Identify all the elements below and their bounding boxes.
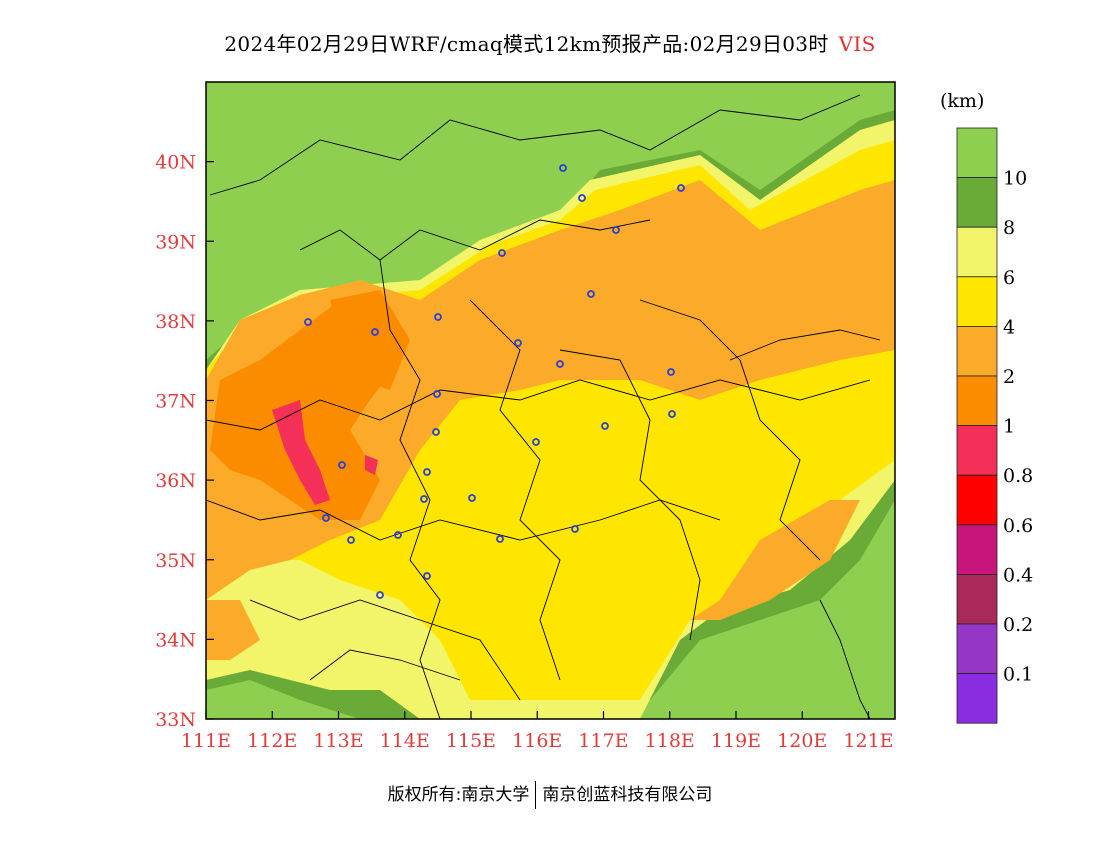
colorbar-swatch xyxy=(956,673,998,724)
x-tick-label: 118E xyxy=(645,730,695,752)
city-marker xyxy=(432,428,440,436)
city-marker xyxy=(514,339,522,347)
city-marker xyxy=(394,531,402,539)
colorbar: 10 8 6 4 2 1 0.8 0.6 0.4 0.2 0.1 xyxy=(956,127,1033,724)
colorbar-label: 1 xyxy=(1003,416,1015,438)
colorbar-swatch xyxy=(956,425,998,476)
city-marker xyxy=(423,468,431,476)
colorbar-label: 0.1 xyxy=(1003,664,1033,686)
x-tick-label: 116E xyxy=(512,730,562,752)
y-tick-label: 37N xyxy=(155,391,196,413)
city-marker xyxy=(371,328,379,336)
y-axis: 33N 34N 35N 36N 37N 38N 39N 40N xyxy=(155,152,214,731)
city-marker xyxy=(532,438,540,446)
city-marker xyxy=(556,360,564,368)
colorbar-swatch xyxy=(956,574,998,625)
y-tick-label: 39N xyxy=(155,231,196,253)
city-marker xyxy=(423,572,431,580)
city-marker xyxy=(304,318,312,326)
x-axis: 111E 112E 113E 114E 115E 116E 117E 118E 119E 120E… xyxy=(181,711,894,752)
legend-unit: (km) xyxy=(940,90,985,112)
colorbar-label: 0.6 xyxy=(1003,515,1033,537)
colorbar-swatch xyxy=(956,623,998,674)
colorbar-swatch xyxy=(956,127,998,178)
x-tick-label: 120E xyxy=(777,730,827,752)
y-tick-label: 38N xyxy=(155,311,196,333)
y-tick-label: 35N xyxy=(155,550,196,572)
footer-divider xyxy=(535,781,537,809)
city-markers xyxy=(304,164,685,599)
x-tick-label: 113E xyxy=(313,730,363,752)
city-marker xyxy=(571,525,579,533)
x-tick-label: 117E xyxy=(578,730,628,752)
colorbar-label: 10 xyxy=(1003,168,1027,190)
city-marker xyxy=(612,226,620,234)
x-tick-label: 112E xyxy=(247,730,297,752)
colorbar-label: 2 xyxy=(1003,366,1015,388)
city-marker xyxy=(338,461,346,469)
colorbar-swatch xyxy=(956,276,998,327)
visibility-field xyxy=(206,82,895,719)
city-marker xyxy=(559,164,567,172)
city-marker xyxy=(578,194,586,202)
colorbar-swatch xyxy=(956,226,998,278)
copyright-footer: 版权所有:南京大学 南京创蓝科技有限公司 xyxy=(0,780,1100,809)
city-marker xyxy=(496,535,504,543)
city-marker xyxy=(434,313,442,321)
city-marker xyxy=(587,290,595,298)
city-marker xyxy=(498,249,506,257)
chart-title: 2024年02月29日WRF/cmaq模式12km预报产品:02月29日03时 V… xyxy=(0,28,1100,57)
y-tick-label: 34N xyxy=(155,629,196,651)
city-marker xyxy=(667,368,675,376)
city-marker xyxy=(668,410,676,418)
colorbar-label: 8 xyxy=(1003,217,1015,239)
x-tick-label: 121E xyxy=(843,730,893,752)
colorbar-swatch xyxy=(956,325,998,377)
city-marker xyxy=(677,184,685,192)
colorbar-label: 0.4 xyxy=(1003,564,1033,586)
city-marker xyxy=(376,591,384,599)
variable-label: VIS xyxy=(838,32,876,56)
y-tick-label: 36N xyxy=(155,470,196,492)
colorbar-swatch xyxy=(956,524,998,575)
colorbar-swatch xyxy=(956,474,998,526)
city-marker xyxy=(420,495,428,503)
city-marker xyxy=(468,494,476,502)
city-marker xyxy=(347,536,355,544)
copyright-right: 南京创蓝科技有限公司 xyxy=(542,785,713,805)
city-marker xyxy=(601,422,609,430)
colorbar-label: 4 xyxy=(1003,316,1015,338)
x-tick-label: 111E xyxy=(181,730,231,752)
province-boundaries xyxy=(206,94,881,719)
x-tick-label: 114E xyxy=(380,730,430,752)
colorbar-swatch xyxy=(956,375,998,426)
y-tick-label: 40N xyxy=(155,152,196,174)
colorbar-label: 6 xyxy=(1003,267,1015,289)
x-tick-label: 119E xyxy=(711,730,761,752)
colorbar-label: 0.8 xyxy=(1003,465,1033,487)
copyright-left: 版权所有:南京大学 xyxy=(387,785,530,805)
y-tick-label: 33N xyxy=(155,709,196,731)
x-tick-label: 115E xyxy=(446,730,496,752)
city-marker xyxy=(433,390,441,398)
city-marker xyxy=(322,514,330,522)
colorbar-label: 0.2 xyxy=(1003,614,1033,636)
colorbar-swatch xyxy=(956,177,998,228)
title-text: 2024年02月29日WRF/cmaq模式12km预报产品:02月29日03时 xyxy=(224,32,829,56)
